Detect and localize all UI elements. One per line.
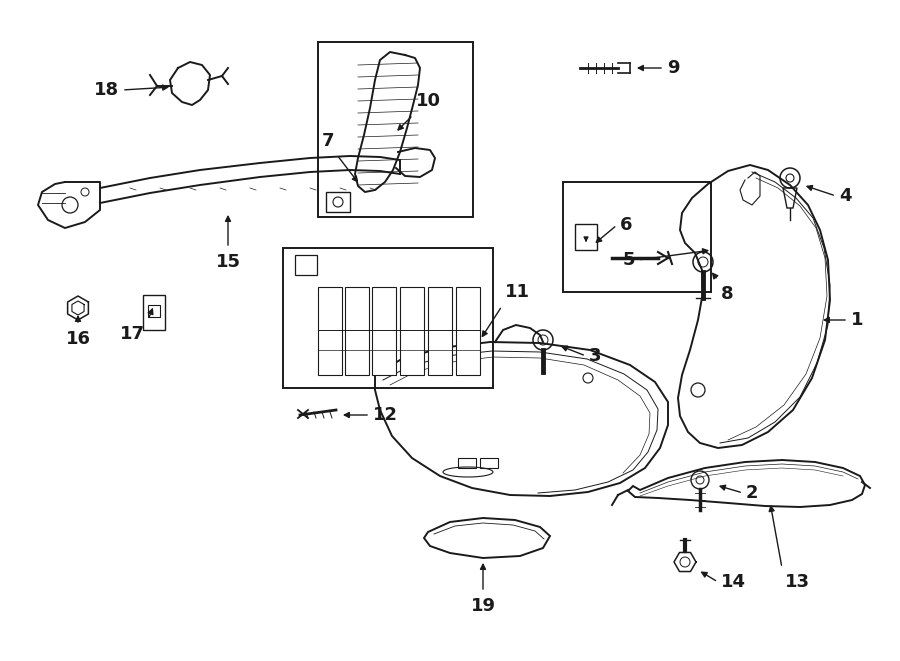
- Bar: [318, 287, 342, 375]
- Text: 10: 10: [416, 92, 441, 110]
- Bar: [563, 182, 711, 292]
- Text: 9: 9: [667, 59, 680, 77]
- Text: 3: 3: [589, 347, 601, 365]
- Text: 15: 15: [215, 253, 240, 271]
- Text: 14: 14: [721, 573, 746, 591]
- Bar: [345, 287, 369, 375]
- Text: 2: 2: [746, 484, 759, 502]
- Bar: [148, 305, 160, 317]
- Bar: [372, 287, 396, 375]
- Bar: [400, 287, 424, 375]
- Text: 17: 17: [120, 325, 145, 343]
- Text: 12: 12: [373, 406, 398, 424]
- Bar: [326, 192, 350, 212]
- Text: 16: 16: [66, 330, 91, 348]
- Bar: [283, 248, 493, 388]
- Bar: [143, 295, 165, 330]
- Bar: [295, 255, 317, 275]
- Text: 7: 7: [321, 132, 334, 150]
- Text: 1: 1: [851, 311, 863, 329]
- Text: 13: 13: [785, 573, 810, 591]
- Bar: [458, 458, 476, 468]
- Bar: [575, 224, 597, 250]
- Text: 19: 19: [471, 597, 496, 615]
- Text: 6: 6: [620, 216, 633, 234]
- Text: 8: 8: [721, 285, 734, 303]
- Text: 18: 18: [94, 81, 119, 99]
- Text: 11: 11: [505, 283, 530, 301]
- Text: 4: 4: [839, 187, 851, 205]
- Bar: [456, 287, 480, 375]
- Text: 5: 5: [623, 251, 635, 269]
- Bar: [318, 42, 473, 217]
- Bar: [428, 287, 452, 375]
- Bar: [480, 458, 498, 468]
